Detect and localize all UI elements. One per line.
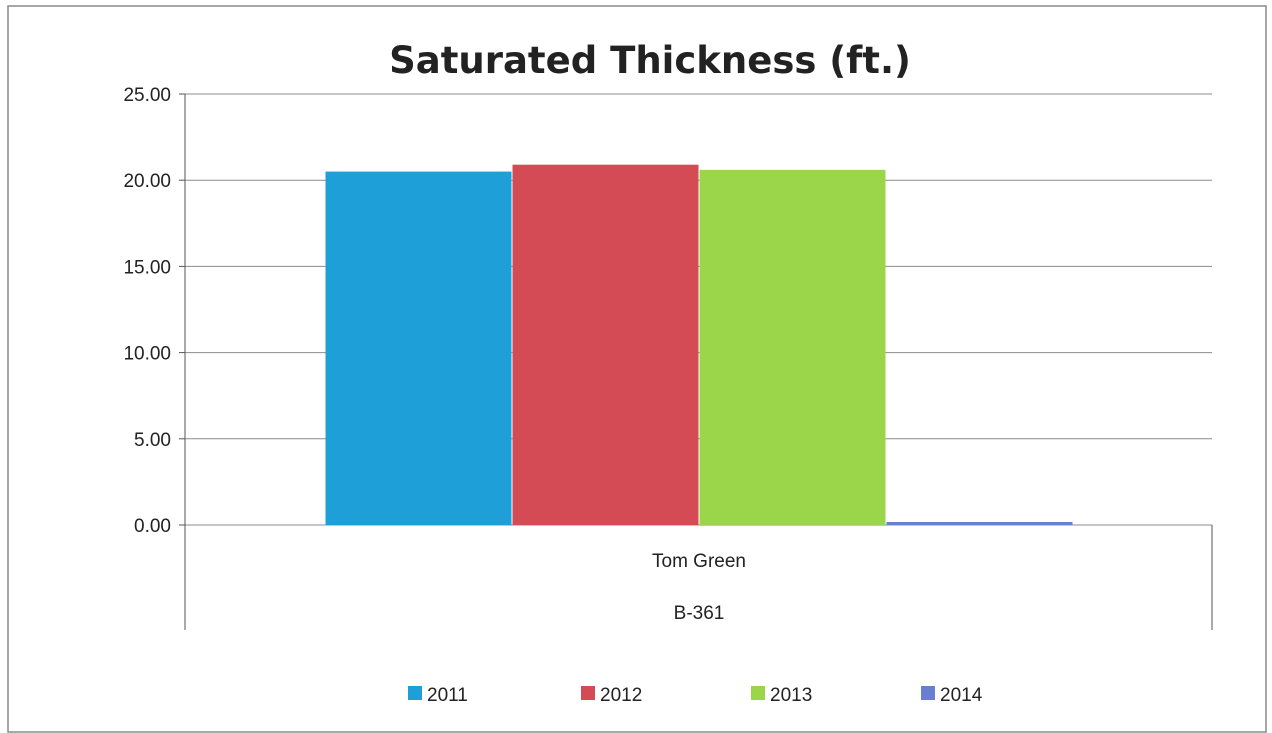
legend-swatch-2014 bbox=[921, 686, 935, 700]
legend-swatch-2013 bbox=[751, 686, 765, 700]
bar-2013 bbox=[699, 169, 886, 525]
bar-2011 bbox=[325, 171, 512, 525]
y-axis-ticks: 0.00 5.00 10.00 15.00 20.00 25.00 bbox=[123, 85, 171, 537]
legend-label: 2013 bbox=[770, 685, 812, 706]
legend-label: 2012 bbox=[600, 685, 642, 706]
bars bbox=[325, 164, 1073, 525]
y-tick-label: 5.00 bbox=[134, 430, 171, 451]
y-tick-label: 15.00 bbox=[123, 257, 171, 278]
legend-swatch-2012 bbox=[581, 686, 595, 700]
category-label: Tom Green bbox=[652, 551, 746, 572]
y-tick-label: 20.00 bbox=[123, 171, 171, 192]
legend-label: 2014 bbox=[940, 685, 983, 706]
y-tick-label: 25.00 bbox=[123, 85, 171, 106]
bar-2014 bbox=[886, 522, 1073, 525]
y-tick-label: 0.00 bbox=[134, 516, 171, 537]
y-tick-label: 10.00 bbox=[123, 344, 171, 365]
category-group-label: B-361 bbox=[674, 603, 725, 624]
legend-swatch-2011 bbox=[408, 686, 422, 700]
legend: 2011 2012 2013 2014 bbox=[408, 685, 983, 706]
chart-title: Saturated Thickness (ft.) bbox=[389, 39, 911, 82]
bar-2012 bbox=[512, 164, 699, 525]
legend-label: 2011 bbox=[427, 685, 468, 706]
